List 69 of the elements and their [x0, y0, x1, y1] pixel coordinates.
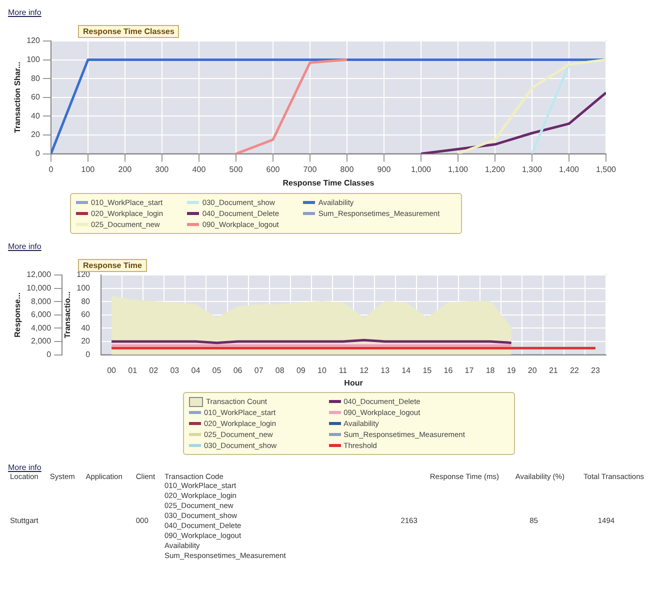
y2-tick-label: 20: [81, 336, 91, 346]
x-tick-label: 300: [155, 164, 170, 174]
text: More info: [8, 463, 42, 472]
y-tick-label: 6,000: [31, 310, 52, 320]
x-tick-label: 01: [128, 366, 138, 375]
y2-tick-label: 80: [81, 296, 91, 306]
x-tick-label: 13: [380, 366, 390, 375]
x-tick-label: 21: [548, 366, 558, 375]
x-tick-label: 23: [591, 366, 600, 375]
y2-axis-title: Transactio...: [63, 292, 72, 338]
x-tick-label: 400: [192, 164, 206, 174]
y-tick-label: 80: [31, 74, 40, 83]
y-tick-label: 60: [31, 92, 40, 102]
x-tick-label: 02: [149, 366, 159, 375]
y-tick-label: 20: [31, 130, 40, 140]
x-axis-title: Hour: [344, 378, 363, 388]
x-tick-label: 1,200: [484, 164, 506, 174]
y-axis-title: Transaction Shar...: [13, 62, 22, 133]
x-tick-label: 03: [170, 366, 180, 375]
x-tick-label: 17: [464, 366, 474, 375]
x-tick-label: 07: [254, 366, 264, 375]
y2-tick-label: 40: [81, 323, 91, 332]
x-tick-label: 700: [303, 164, 318, 174]
y-tick-label: 40: [31, 111, 40, 120]
y-tick-label: 10,000: [26, 284, 52, 293]
x-axis-title: Response Time Classes: [282, 178, 375, 188]
y-tick-label: 0: [46, 350, 52, 360]
text: More info: [8, 242, 42, 253]
x-tick-label: 200: [118, 164, 132, 174]
x-tick-label: 09: [296, 366, 306, 375]
x-tick-label: 10: [317, 366, 327, 375]
x-tick-label: 100: [81, 164, 96, 174]
x-tick-label: 500: [229, 164, 244, 174]
x-tick-label: 04: [191, 366, 201, 375]
chart-title: Response Time Classes: [78, 25, 180, 38]
x-tick-label: 1,500: [596, 164, 617, 174]
x-tick-label: 06: [233, 366, 243, 375]
x-tick-label: 1,000: [410, 164, 432, 174]
y-tick-label: 8,000: [31, 296, 52, 306]
y-tick-label: 120: [26, 36, 40, 46]
x-tick-label: 22: [570, 366, 580, 375]
x-tick-label: 900: [377, 164, 392, 174]
y-tick-label: 0: [35, 149, 40, 158]
x-tick-label: 1,100: [448, 164, 469, 174]
x-tick-label: 800: [340, 164, 354, 174]
x-tick-label: 600: [266, 164, 280, 174]
x-tick-label: 1,400: [558, 164, 580, 174]
x-tick-label: 05: [212, 366, 222, 375]
x-tick-label: 15: [422, 366, 432, 375]
y-tick-label: 100: [26, 55, 40, 64]
y-tick-label: 2,000: [31, 336, 52, 346]
x-tick-label: 11: [338, 366, 348, 375]
x-tick-label: 18: [486, 366, 496, 375]
x-tick-label: 1,300: [522, 164, 543, 174]
x-tick-label: 12: [360, 366, 370, 375]
y-axis-title: Response...: [13, 292, 22, 338]
chart-title: Response Time: [78, 259, 147, 272]
x-tick-label: 16: [444, 366, 454, 375]
y-tick-label: 4,000: [31, 323, 52, 332]
x-tick-label: 14: [402, 366, 412, 375]
x-tick-label: 08: [275, 366, 285, 375]
y-tick-label: 12,000: [26, 270, 52, 280]
x-tick-label: 19: [506, 366, 516, 375]
y2-tick-label: 0: [86, 350, 91, 360]
text: More info: [8, 8, 42, 19]
x-tick-label: 00: [107, 366, 117, 375]
y2-tick-label: 60: [81, 310, 91, 320]
y2-tick-label: 100: [76, 284, 91, 293]
x-tick-label: 20: [528, 366, 538, 375]
